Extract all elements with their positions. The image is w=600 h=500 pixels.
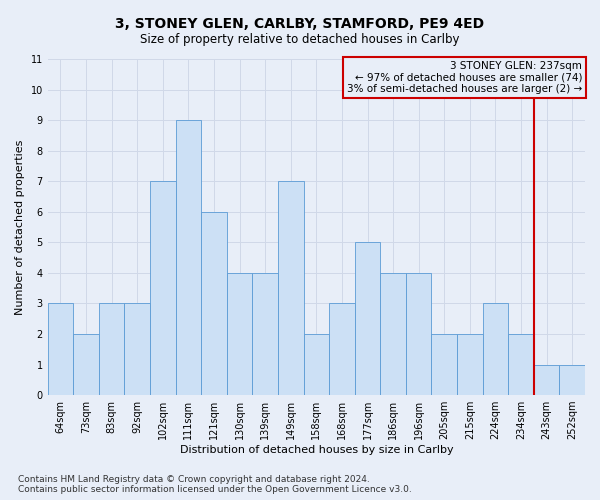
Bar	[176, 120, 201, 395]
Bar	[431, 334, 457, 395]
Bar	[201, 212, 227, 395]
Bar	[278, 181, 304, 395]
Text: 3, STONEY GLEN, CARLBY, STAMFORD, PE9 4ED: 3, STONEY GLEN, CARLBY, STAMFORD, PE9 4E…	[115, 18, 485, 32]
Text: Contains HM Land Registry data © Crown copyright and database right 2024.
Contai: Contains HM Land Registry data © Crown c…	[18, 474, 412, 494]
Bar	[304, 334, 329, 395]
Bar	[329, 304, 355, 395]
Bar	[124, 304, 150, 395]
Bar	[99, 304, 124, 395]
Bar	[380, 273, 406, 395]
Bar	[227, 273, 253, 395]
Text: 3 STONEY GLEN: 237sqm
← 97% of detached houses are smaller (74)
3% of semi-detac: 3 STONEY GLEN: 237sqm ← 97% of detached …	[347, 60, 583, 94]
Bar	[559, 364, 585, 395]
Bar	[482, 304, 508, 395]
Bar	[457, 334, 482, 395]
Text: Size of property relative to detached houses in Carlby: Size of property relative to detached ho…	[140, 32, 460, 46]
Bar	[253, 273, 278, 395]
Bar	[534, 364, 559, 395]
Bar	[508, 334, 534, 395]
Bar	[406, 273, 431, 395]
Bar	[73, 334, 99, 395]
Bar	[150, 181, 176, 395]
Bar	[47, 304, 73, 395]
X-axis label: Distribution of detached houses by size in Carlby: Distribution of detached houses by size …	[179, 445, 453, 455]
Bar	[355, 242, 380, 395]
Y-axis label: Number of detached properties: Number of detached properties	[15, 140, 25, 314]
